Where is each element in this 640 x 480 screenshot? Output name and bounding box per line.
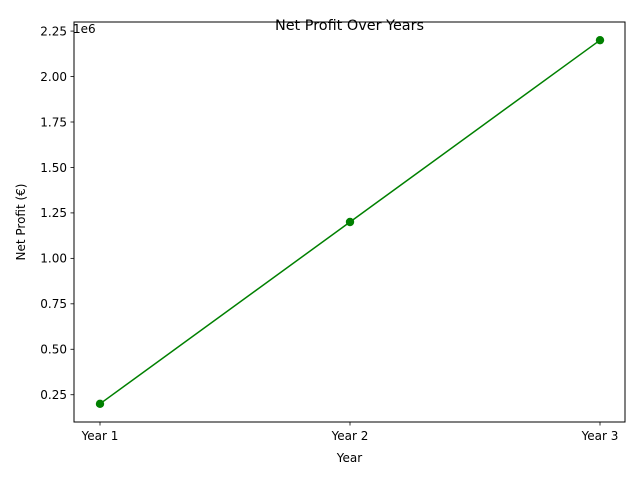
y-tick-label: 2.25 (40, 24, 67, 38)
data-point (95, 399, 105, 409)
axis-ticks: Year 1 Year 2 Year 3 0.25 0.50 0.75 1.00 1.25 1.… (40, 24, 618, 443)
y-axis-offset-label: 1e6 (73, 22, 96, 36)
x-axis-label: Year (336, 451, 362, 465)
y-tick-label: 0.75 (40, 297, 67, 311)
y-tick-label: 0.50 (40, 343, 67, 357)
chart-title: Net Profit Over Years (275, 18, 424, 34)
y-axis-label: Net Profit (€) (14, 184, 28, 261)
data-point (345, 217, 355, 227)
y-tick-label: 0.25 (40, 388, 67, 402)
y-tick-label: 1.50 (40, 161, 67, 175)
data-point (595, 35, 605, 45)
y-tick-label: 2.00 (40, 70, 67, 84)
axes-frame (73, 21, 626, 423)
plot-area (95, 35, 605, 409)
x-tick-label: Year 1 (81, 429, 119, 443)
x-tick-label: Year 3 (581, 429, 619, 443)
y-tick-label: 1.75 (40, 115, 67, 129)
y-tick-label: 1.25 (40, 206, 67, 220)
y-tick-label: 1.00 (40, 252, 67, 266)
x-tick-label: Year 2 (331, 429, 369, 443)
